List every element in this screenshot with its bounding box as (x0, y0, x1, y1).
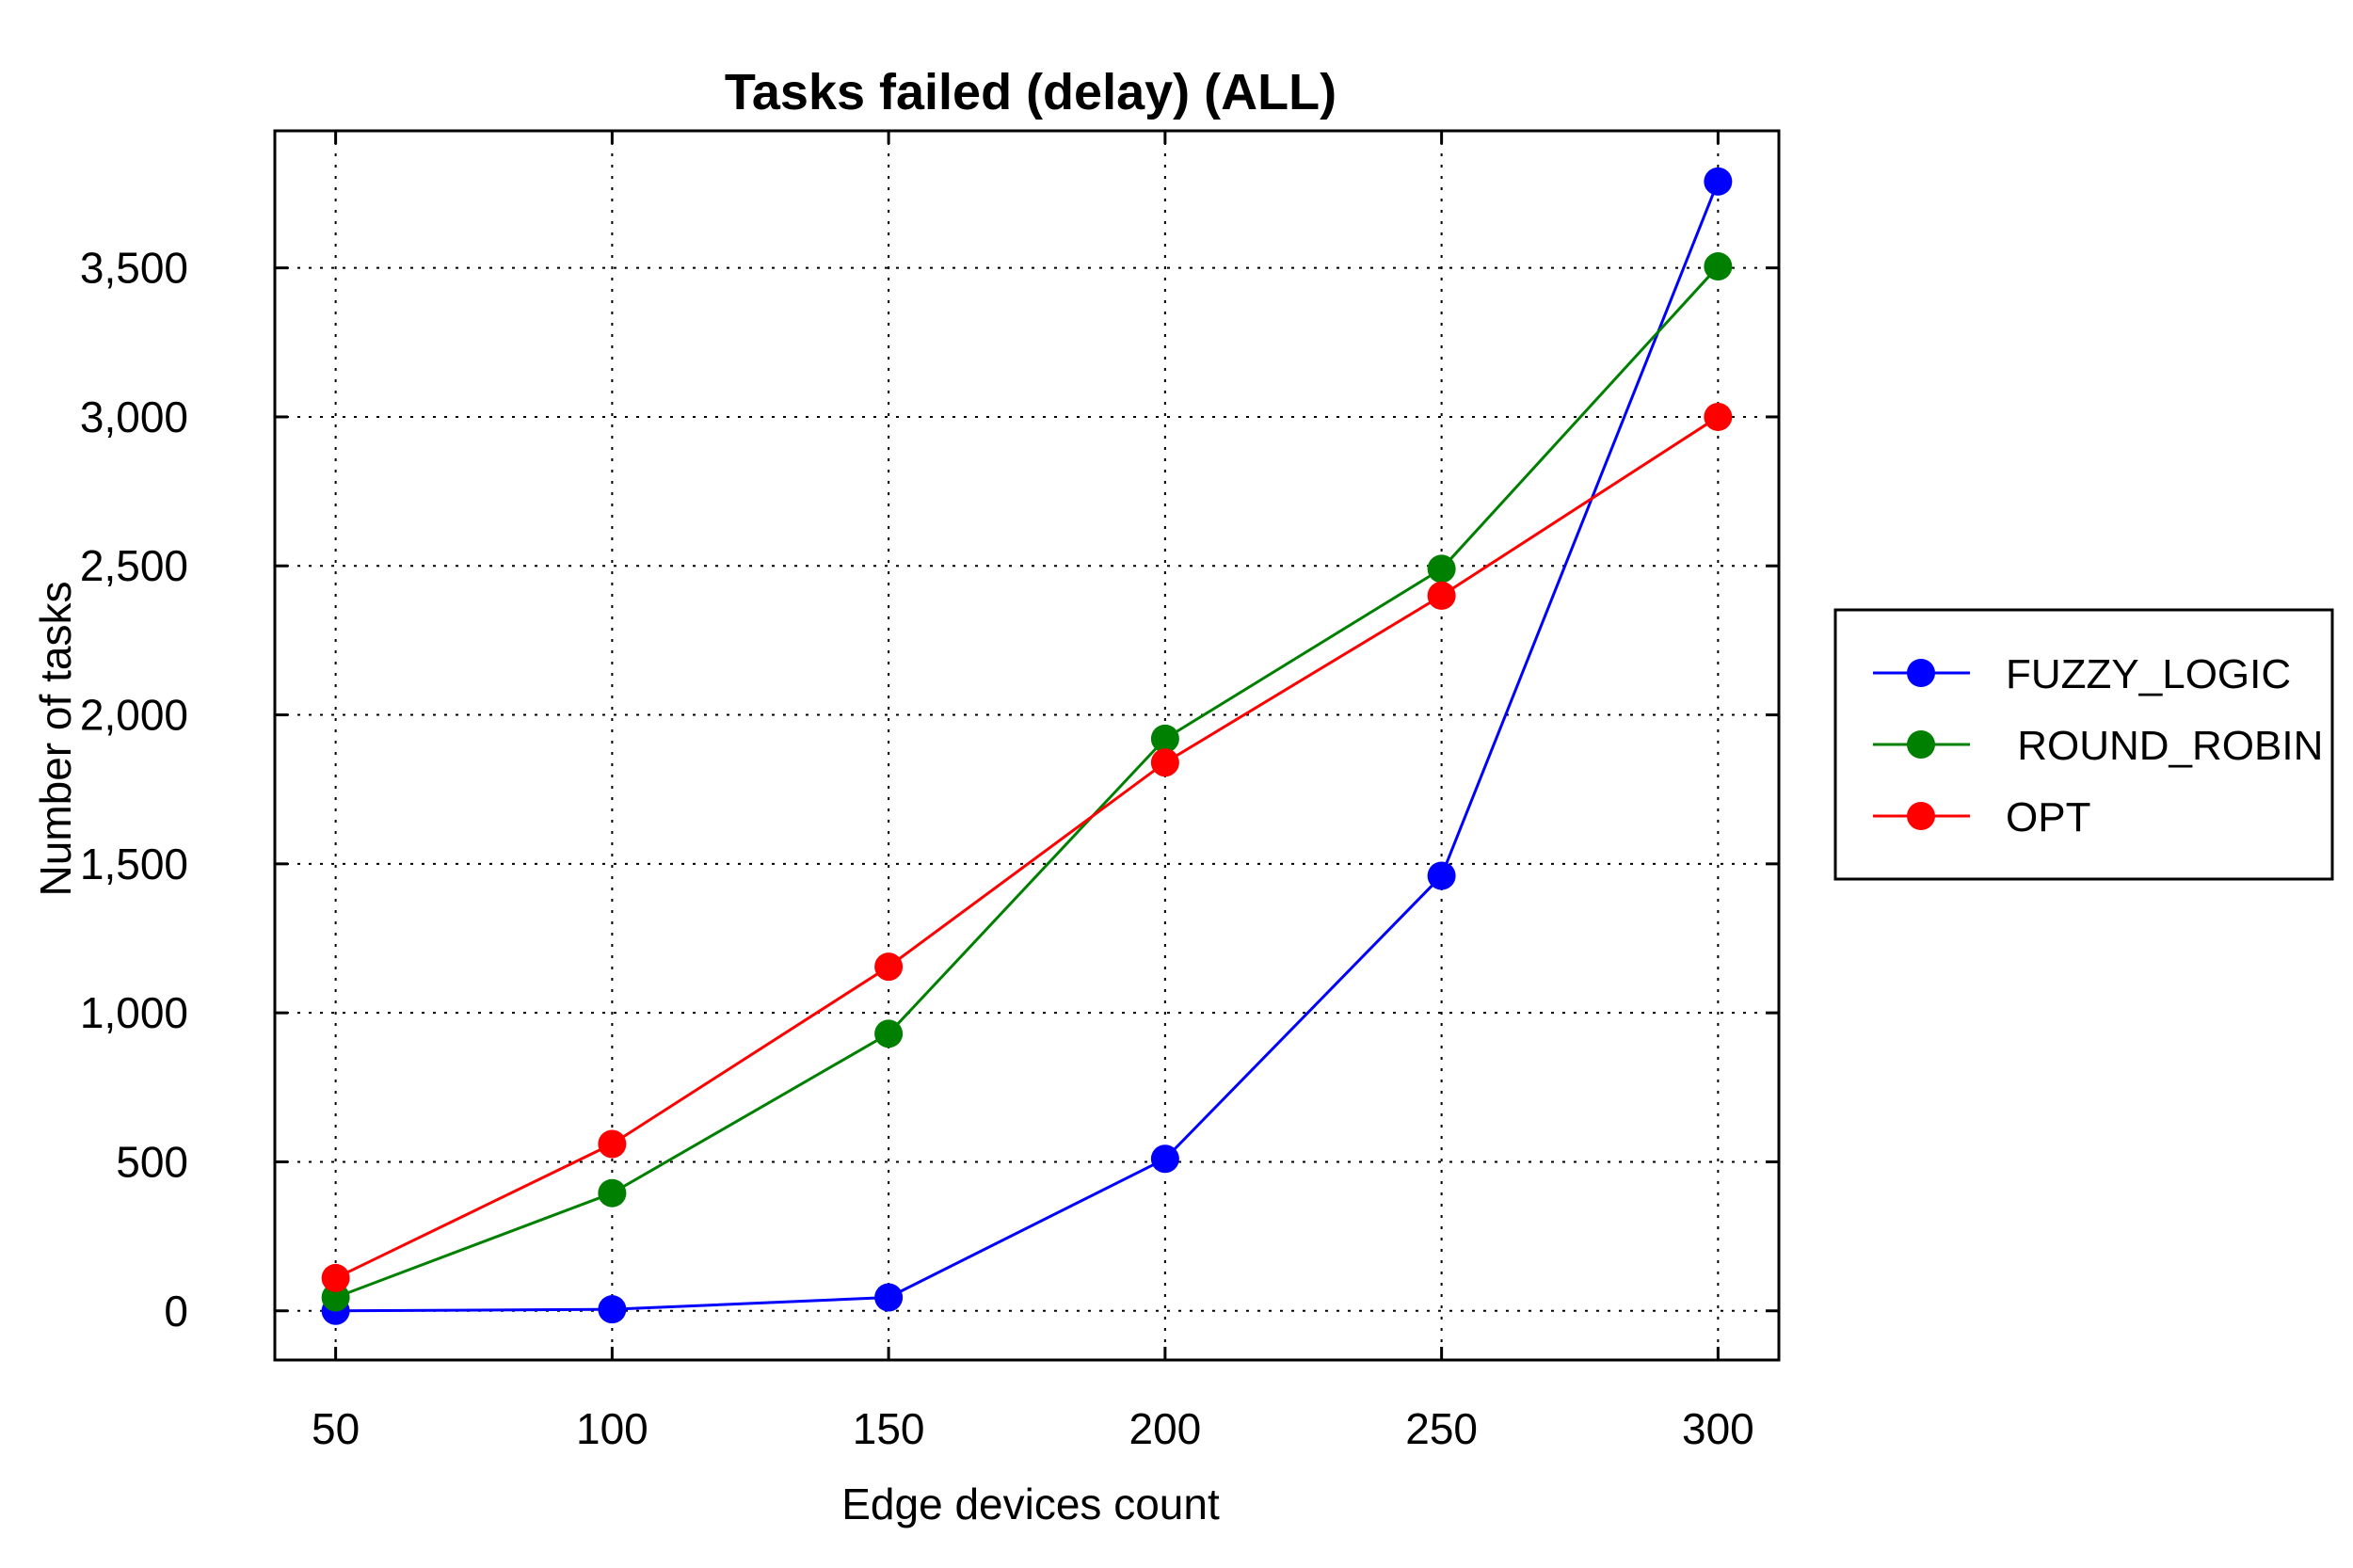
legend: FUZZY_LOGIC ROUND_ROBIN OPT (1833, 608, 2334, 881)
x-tick-label: 150 (853, 1404, 925, 1453)
data-point-opt (1704, 402, 1733, 431)
data-point-round-robin (1150, 724, 1179, 753)
legend-marker-round-robin (1907, 730, 1935, 759)
y-tick-label: 3,000 (80, 392, 188, 441)
data-point-fuzzy-logic (1704, 167, 1733, 196)
y-tick-label: 2,000 (80, 691, 188, 740)
x-axis-label: Edge devices count (841, 1480, 1220, 1528)
y-axis-label: Number of tasks (31, 582, 80, 897)
chart-title: Tasks failed (delay) (ALL) (725, 64, 1337, 120)
x-tick-label: 300 (1682, 1404, 1754, 1453)
data-point-opt (1427, 581, 1456, 610)
series-line-fuzzy-logic (335, 181, 1720, 1313)
data-point-fuzzy-logic (1150, 1144, 1179, 1174)
legend-label-round-robin: ROUND_ROBIN (2006, 723, 2323, 769)
x-tick-label: 250 (1405, 1404, 1478, 1453)
y-tick-label: 1,500 (80, 840, 188, 888)
grid (275, 131, 1779, 1360)
y-axis-ticks: 0 500 1,000 1,500 2,000 2,500 3,000 3,500 (80, 244, 1779, 1336)
y-tick-label: 3,500 (80, 244, 188, 293)
series-lines (321, 167, 1733, 1325)
data-point-fuzzy-logic (598, 1295, 627, 1324)
series-line-opt (334, 415, 1720, 1280)
data-point-round-robin (1427, 554, 1456, 584)
data-point-round-robin (598, 1178, 627, 1208)
data-point-fuzzy-logic (874, 1283, 904, 1312)
legend-marker-opt (1907, 802, 1935, 830)
x-axis-ticks: 50 100 150 200 250 300 (312, 131, 1754, 1453)
x-tick-label: 50 (312, 1404, 360, 1453)
legend-label-fuzzy-logic: FUZZY_LOGIC (2006, 651, 2291, 697)
legend-label-opt: OPT (2006, 794, 2090, 840)
y-tick-label: 2,500 (80, 541, 188, 590)
plot-area-frame (273, 129, 1781, 1362)
data-point-round-robin (1704, 252, 1733, 281)
x-tick-label: 100 (576, 1404, 648, 1453)
legend-items: FUZZY_LOGIC ROUND_ROBIN OPT (1873, 651, 2323, 840)
data-point-opt (321, 1263, 350, 1292)
series-line-round-robin (335, 265, 1720, 1299)
legend-marker-fuzzy-logic (1907, 659, 1935, 687)
data-point-opt (598, 1129, 627, 1159)
y-tick-label: 1,000 (80, 988, 188, 1037)
x-tick-label: 200 (1129, 1404, 1202, 1453)
data-point-opt (1150, 748, 1179, 777)
data-point-round-robin (321, 1283, 350, 1312)
y-tick-label: 0 (164, 1287, 188, 1336)
y-tick-label: 500 (116, 1137, 188, 1186)
data-point-round-robin (874, 1019, 904, 1048)
data-point-opt (874, 952, 904, 982)
data-point-fuzzy-logic (1427, 861, 1456, 890)
